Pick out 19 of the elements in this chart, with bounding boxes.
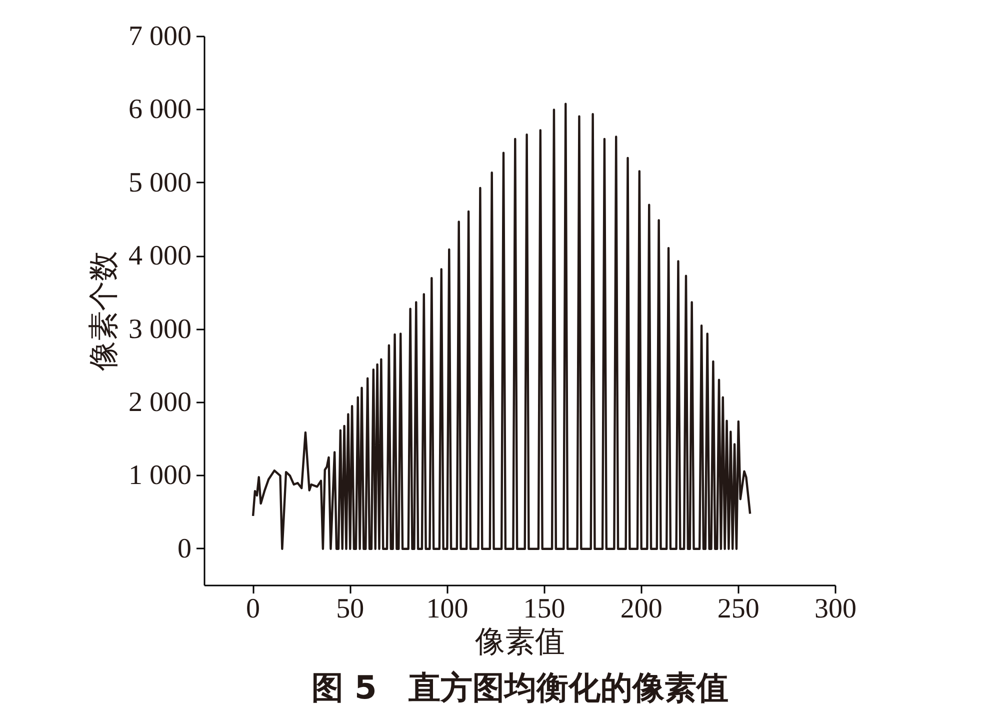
y-tick-label: 1 000 — [128, 460, 192, 492]
x-axis-title: 像素值 — [475, 626, 565, 658]
y-axis-title: 像素个数 — [88, 251, 120, 371]
x-tick-label: 50 — [336, 594, 364, 624]
y-tick-label: 7 000 — [128, 21, 192, 52]
x-tick-label: 200 — [620, 594, 662, 624]
y-tick-label: 0 — [178, 533, 192, 564]
y-tick-label: 6 000 — [128, 94, 192, 126]
y-tick-label: 4 000 — [128, 240, 192, 272]
y-tick-label: 2 000 — [128, 387, 192, 418]
x-tick-label: 250 — [717, 594, 760, 624]
x-tick-label: 100 — [426, 594, 468, 624]
x-tick-label: 300 — [814, 594, 856, 624]
y-tick-label: 3 000 — [128, 314, 192, 345]
x-tick-label: 0 — [246, 594, 260, 624]
y-tick-label: 5 000 — [128, 167, 192, 198]
x-tick-label: 150 — [523, 594, 566, 624]
line-series — [252, 102, 752, 550]
caption: 图 5 直方图均衡化的像素值 — [311, 668, 729, 706]
